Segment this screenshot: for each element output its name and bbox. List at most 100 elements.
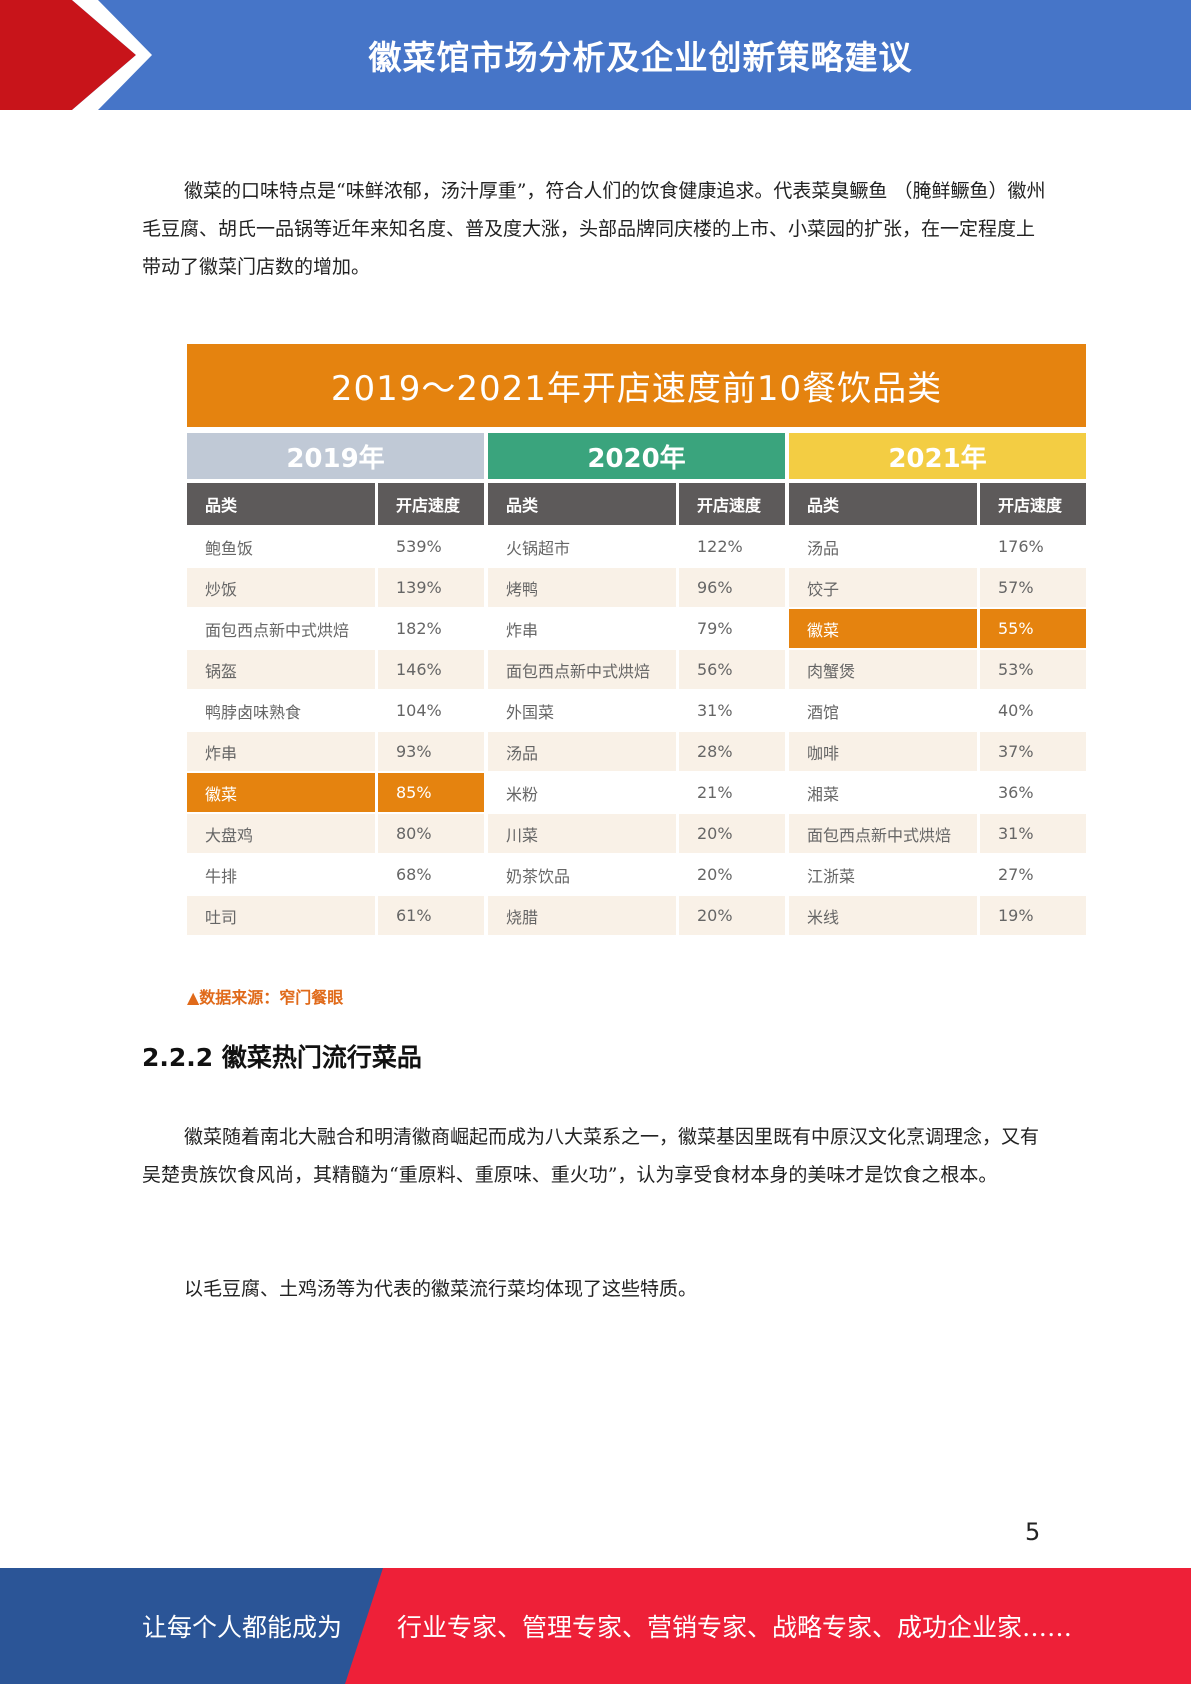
table-column-2019年: 品类 开店速度 鲍鱼饭 539% 炒饭 139% 面包西点新中式烘焙 182% 锅盔 146% 鸭脖… bbox=[187, 483, 484, 935]
column-header-speed: 开店速度 bbox=[679, 483, 785, 525]
speed-cell: 28% bbox=[679, 732, 785, 771]
category-cell: 锅盔 bbox=[187, 650, 375, 689]
category-cell: 江浙菜 bbox=[807, 866, 856, 886]
category-cell: 面包西点新中式烘焙 bbox=[789, 814, 977, 853]
column-header-category: 品类 bbox=[488, 483, 676, 525]
category-cell: 徽菜 bbox=[187, 773, 375, 812]
table-columns: 品类 开店速度 鲍鱼饭 539% 炒饭 139% 面包西点新中式烘焙 182% 锅盔 146% 鸭脖… bbox=[187, 483, 1086, 935]
body-paragraph-2: 徽菜随着南北大融合和明清徽商崛起而成为八大菜系之一，徽菜基因里既有中原汉文化烹调… bbox=[142, 1126, 1040, 1186]
category-cell: 奶茶饮品 bbox=[506, 866, 571, 886]
category-cell: 炸串 bbox=[506, 620, 539, 640]
intro-paragraph: 徽菜的口味特点是“味鲜浓郁，汤汁厚重”，符合人们的饮食健康追求。代表菜臭鳜鱼 （… bbox=[142, 180, 1046, 278]
table-column-2020年: 品类 开店速度火锅超市 122% 烤鸭 96% 炸串 79% 面包西点新中式烘焙 56% 外国菜 3… bbox=[488, 483, 785, 935]
year-header-row: 2019年 2020年 2021年 bbox=[187, 433, 1086, 479]
category-cell: 炸串 bbox=[187, 732, 375, 771]
table-header-row: 品类 开店速度 bbox=[488, 483, 785, 525]
column-header-category: 品类 bbox=[789, 483, 977, 525]
table-row: 米粉 21% bbox=[488, 773, 785, 812]
table-row: 面包西点新中式烘焙 56% bbox=[488, 650, 785, 689]
speed-cell: 122% bbox=[697, 537, 743, 556]
speed-cell: 20% bbox=[697, 865, 733, 884]
speed-cell: 93% bbox=[378, 732, 484, 771]
category-cell: 汤品 bbox=[807, 538, 840, 558]
table-title: 2019～2021年开店速度前10餐饮品类 bbox=[187, 344, 1086, 427]
data-source-note: ▲数据来源：窄门餐眼 bbox=[187, 988, 344, 1007]
speed-cell: 31% bbox=[697, 701, 733, 720]
table-row: 酒馆 40% bbox=[789, 691, 1086, 730]
speed-cell: 20% bbox=[679, 814, 785, 853]
speed-cell: 68% bbox=[396, 865, 432, 884]
table-row: 面包西点新中式烘焙 31% bbox=[789, 814, 1086, 853]
category-cell: 米线 bbox=[789, 896, 977, 935]
speed-cell: 20% bbox=[679, 896, 785, 935]
category-cell: 炒饭 bbox=[187, 568, 375, 607]
table-row: 烧腊 20% bbox=[488, 896, 785, 935]
category-cell: 鸭脖卤味熟食 bbox=[205, 702, 302, 722]
body-paragraph-3: 以毛豆腐、土鸡汤等为代表的徽菜流行菜均体现了这些特质。 bbox=[184, 1278, 698, 1300]
table-row: 湘菜 36% bbox=[789, 773, 1086, 812]
table-column-2021年: 品类 开店速度 汤品 176% 饺子 57% 徽菜 55% 肉蟹煲 53% 酒馆 40% 咖啡 37% 湘菜… bbox=[789, 483, 1086, 935]
table-row: 牛排 68% bbox=[187, 855, 484, 894]
year-header-2021: 2021年 bbox=[789, 433, 1086, 479]
category-cell: 牛排 bbox=[205, 866, 238, 886]
column-header-category: 品类 bbox=[187, 483, 375, 525]
table-row: 饺子 57% bbox=[789, 568, 1086, 607]
category-cell: 吐司 bbox=[187, 896, 375, 935]
table-row: 徽菜 85% bbox=[187, 773, 484, 812]
table-row: 大盘鸡 80% bbox=[187, 814, 484, 853]
table-row: 火锅超市 122% bbox=[488, 527, 785, 566]
speed-cell: 539% bbox=[396, 537, 442, 556]
speed-cell: 55% bbox=[980, 609, 1086, 648]
speed-cell: 36% bbox=[998, 783, 1034, 802]
category-cell: 湘菜 bbox=[807, 784, 840, 804]
table-row: 米线 19% bbox=[789, 896, 1086, 935]
footer-slogan-left: 让每个人都能成为 bbox=[142, 1613, 343, 1642]
table-row: 鸭脖卤味熟食 104% bbox=[187, 691, 484, 730]
category-cell: 酒馆 bbox=[807, 702, 840, 722]
category-cell: 汤品 bbox=[488, 732, 676, 771]
table-row: 炒饭 139% bbox=[187, 568, 484, 607]
category-cell: 外国菜 bbox=[506, 702, 555, 722]
speed-cell: 40% bbox=[998, 701, 1034, 720]
table-row: 江浙菜 27% bbox=[789, 855, 1086, 894]
table-row: 汤品 176% bbox=[789, 527, 1086, 566]
speed-cell: 85% bbox=[378, 773, 484, 812]
category-cell: 面包西点新中式烘焙 bbox=[205, 620, 350, 640]
footer-banner-background bbox=[0, 1568, 1191, 1684]
speed-cell: 27% bbox=[998, 865, 1034, 884]
category-cell: 肉蟹煲 bbox=[789, 650, 977, 689]
table-row: 烤鸭 96% bbox=[488, 568, 785, 607]
column-header-speed: 开店速度 bbox=[980, 483, 1086, 525]
page-header: 徽菜馆市场分析及企业创新策略建议 bbox=[0, 0, 1191, 110]
table-row: 外国菜 31% bbox=[488, 691, 785, 730]
table-row: 鲍鱼饭 539% bbox=[187, 527, 484, 566]
category-cell: 面包西点新中式烘焙 bbox=[488, 650, 676, 689]
table-row: 咖啡 37% bbox=[789, 732, 1086, 771]
year-header-2019: 2019年 bbox=[187, 433, 484, 479]
document-title: 徽菜馆市场分析及企业创新策略建议 bbox=[368, 38, 913, 77]
speed-cell: 57% bbox=[980, 568, 1086, 607]
speed-cell: 182% bbox=[396, 619, 442, 638]
speed-cell: 53% bbox=[980, 650, 1086, 689]
speed-cell: 146% bbox=[378, 650, 484, 689]
table-header-row: 品类 开店速度 bbox=[789, 483, 1086, 525]
table-row: 汤品 28% bbox=[488, 732, 785, 771]
page-footer: 让每个人都能成为 行业专家、管理专家、营销专家、战略专家、成功企业家…… bbox=[0, 1568, 1191, 1684]
table-row: 吐司 61% bbox=[187, 896, 484, 935]
category-cell: 米粉 bbox=[506, 784, 539, 804]
category-cell: 大盘鸡 bbox=[187, 814, 375, 853]
speed-cell: 176% bbox=[998, 537, 1044, 556]
column-header-speed: 开店速度 bbox=[378, 483, 484, 525]
table-row: 肉蟹煲 53% bbox=[789, 650, 1086, 689]
year-header-2020: 2020年 bbox=[488, 433, 785, 479]
table-row: 炸串 93% bbox=[187, 732, 484, 771]
header-arrow-decoration bbox=[0, 0, 152, 110]
speed-cell: 21% bbox=[697, 783, 733, 802]
table-row: 徽菜 55% bbox=[789, 609, 1086, 648]
table-row: 川菜 20% bbox=[488, 814, 785, 853]
category-cell: 火锅超市 bbox=[506, 538, 571, 558]
page-number: 5 bbox=[1025, 1518, 1041, 1546]
table-row: 炸串 79% bbox=[488, 609, 785, 648]
speed-cell: 104% bbox=[396, 701, 442, 720]
section-heading: 2.2.2 徽菜热门流行菜品 bbox=[142, 1043, 422, 1072]
